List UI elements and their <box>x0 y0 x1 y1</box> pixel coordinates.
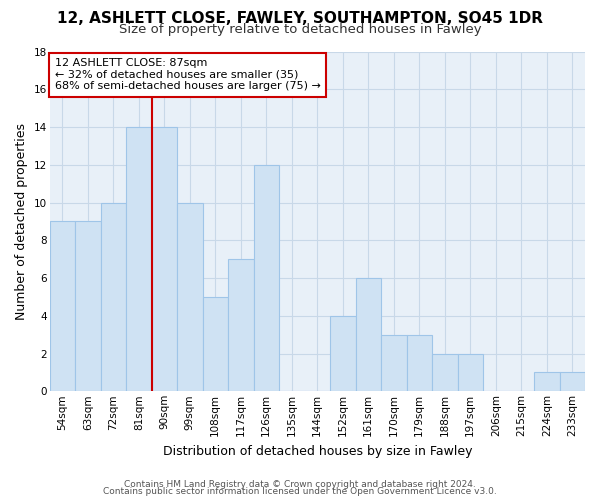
Bar <box>152 127 177 392</box>
Bar <box>203 297 228 392</box>
Text: 12, ASHLETT CLOSE, FAWLEY, SOUTHAMPTON, SO45 1DR: 12, ASHLETT CLOSE, FAWLEY, SOUTHAMPTON, … <box>57 11 543 26</box>
Bar <box>126 127 152 392</box>
Text: Size of property relative to detached houses in Fawley: Size of property relative to detached ho… <box>119 22 481 36</box>
Bar <box>50 222 75 392</box>
Bar <box>356 278 381 392</box>
X-axis label: Distribution of detached houses by size in Fawley: Distribution of detached houses by size … <box>163 444 472 458</box>
Bar <box>254 165 279 392</box>
Y-axis label: Number of detached properties: Number of detached properties <box>15 123 28 320</box>
Text: Contains HM Land Registry data © Crown copyright and database right 2024.: Contains HM Land Registry data © Crown c… <box>124 480 476 489</box>
Text: Contains public sector information licensed under the Open Government Licence v3: Contains public sector information licen… <box>103 487 497 496</box>
Bar <box>228 259 254 392</box>
Bar <box>458 354 483 392</box>
Bar <box>330 316 356 392</box>
Bar <box>177 202 203 392</box>
Bar <box>101 202 126 392</box>
Bar <box>560 372 585 392</box>
Bar <box>534 372 560 392</box>
Text: 12 ASHLETT CLOSE: 87sqm
← 32% of detached houses are smaller (35)
68% of semi-de: 12 ASHLETT CLOSE: 87sqm ← 32% of detache… <box>55 58 321 92</box>
Bar <box>432 354 458 392</box>
Bar <box>75 222 101 392</box>
Bar <box>381 334 407 392</box>
Bar <box>407 334 432 392</box>
